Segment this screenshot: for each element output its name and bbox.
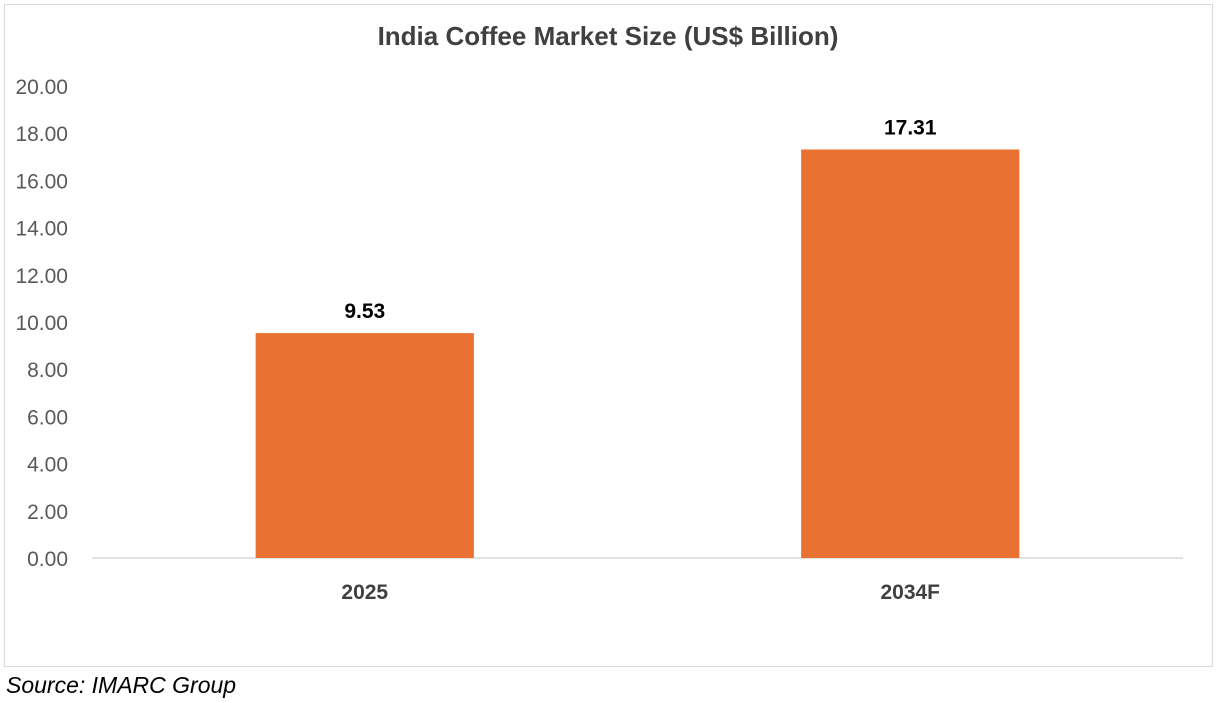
chart-frame — [4, 4, 1213, 667]
y-tick-label: 10.00 — [15, 312, 68, 335]
source-note: Source: IMARC Group — [6, 672, 237, 698]
data-label: 17.31 — [884, 116, 937, 139]
x-axis: 2025 2034F — [341, 581, 940, 604]
y-tick-label: 16.00 — [15, 170, 68, 193]
y-tick-label: 4.00 — [27, 454, 68, 477]
y-tick-label: 12.00 — [15, 265, 68, 288]
bar — [801, 149, 1020, 558]
y-tick-label: 2.00 — [27, 501, 68, 524]
y-tick-label: 6.00 — [27, 406, 68, 429]
x-tick-label: 2025 — [341, 581, 388, 604]
y-tick-label: 8.00 — [27, 359, 68, 382]
bars: 9.53 17.31 — [255, 116, 1020, 558]
y-tick-label: 14.00 — [15, 218, 68, 241]
data-label: 9.53 — [344, 300, 385, 323]
y-axis: 0.00 2.00 4.00 6.00 8.00 10.00 12.00 14.00 16.00… — [15, 76, 68, 571]
y-tick-label: 20.00 — [15, 76, 68, 99]
bar-chart: India Coffee Market Size (US$ Billion) 0… — [15, 21, 1183, 604]
bar — [255, 333, 474, 558]
x-tick-label: 2034F — [880, 581, 940, 604]
chart-title: India Coffee Market Size (US$ Billion) — [378, 21, 839, 51]
y-tick-label: 18.00 — [15, 123, 68, 146]
y-tick-label: 0.00 — [27, 548, 68, 571]
